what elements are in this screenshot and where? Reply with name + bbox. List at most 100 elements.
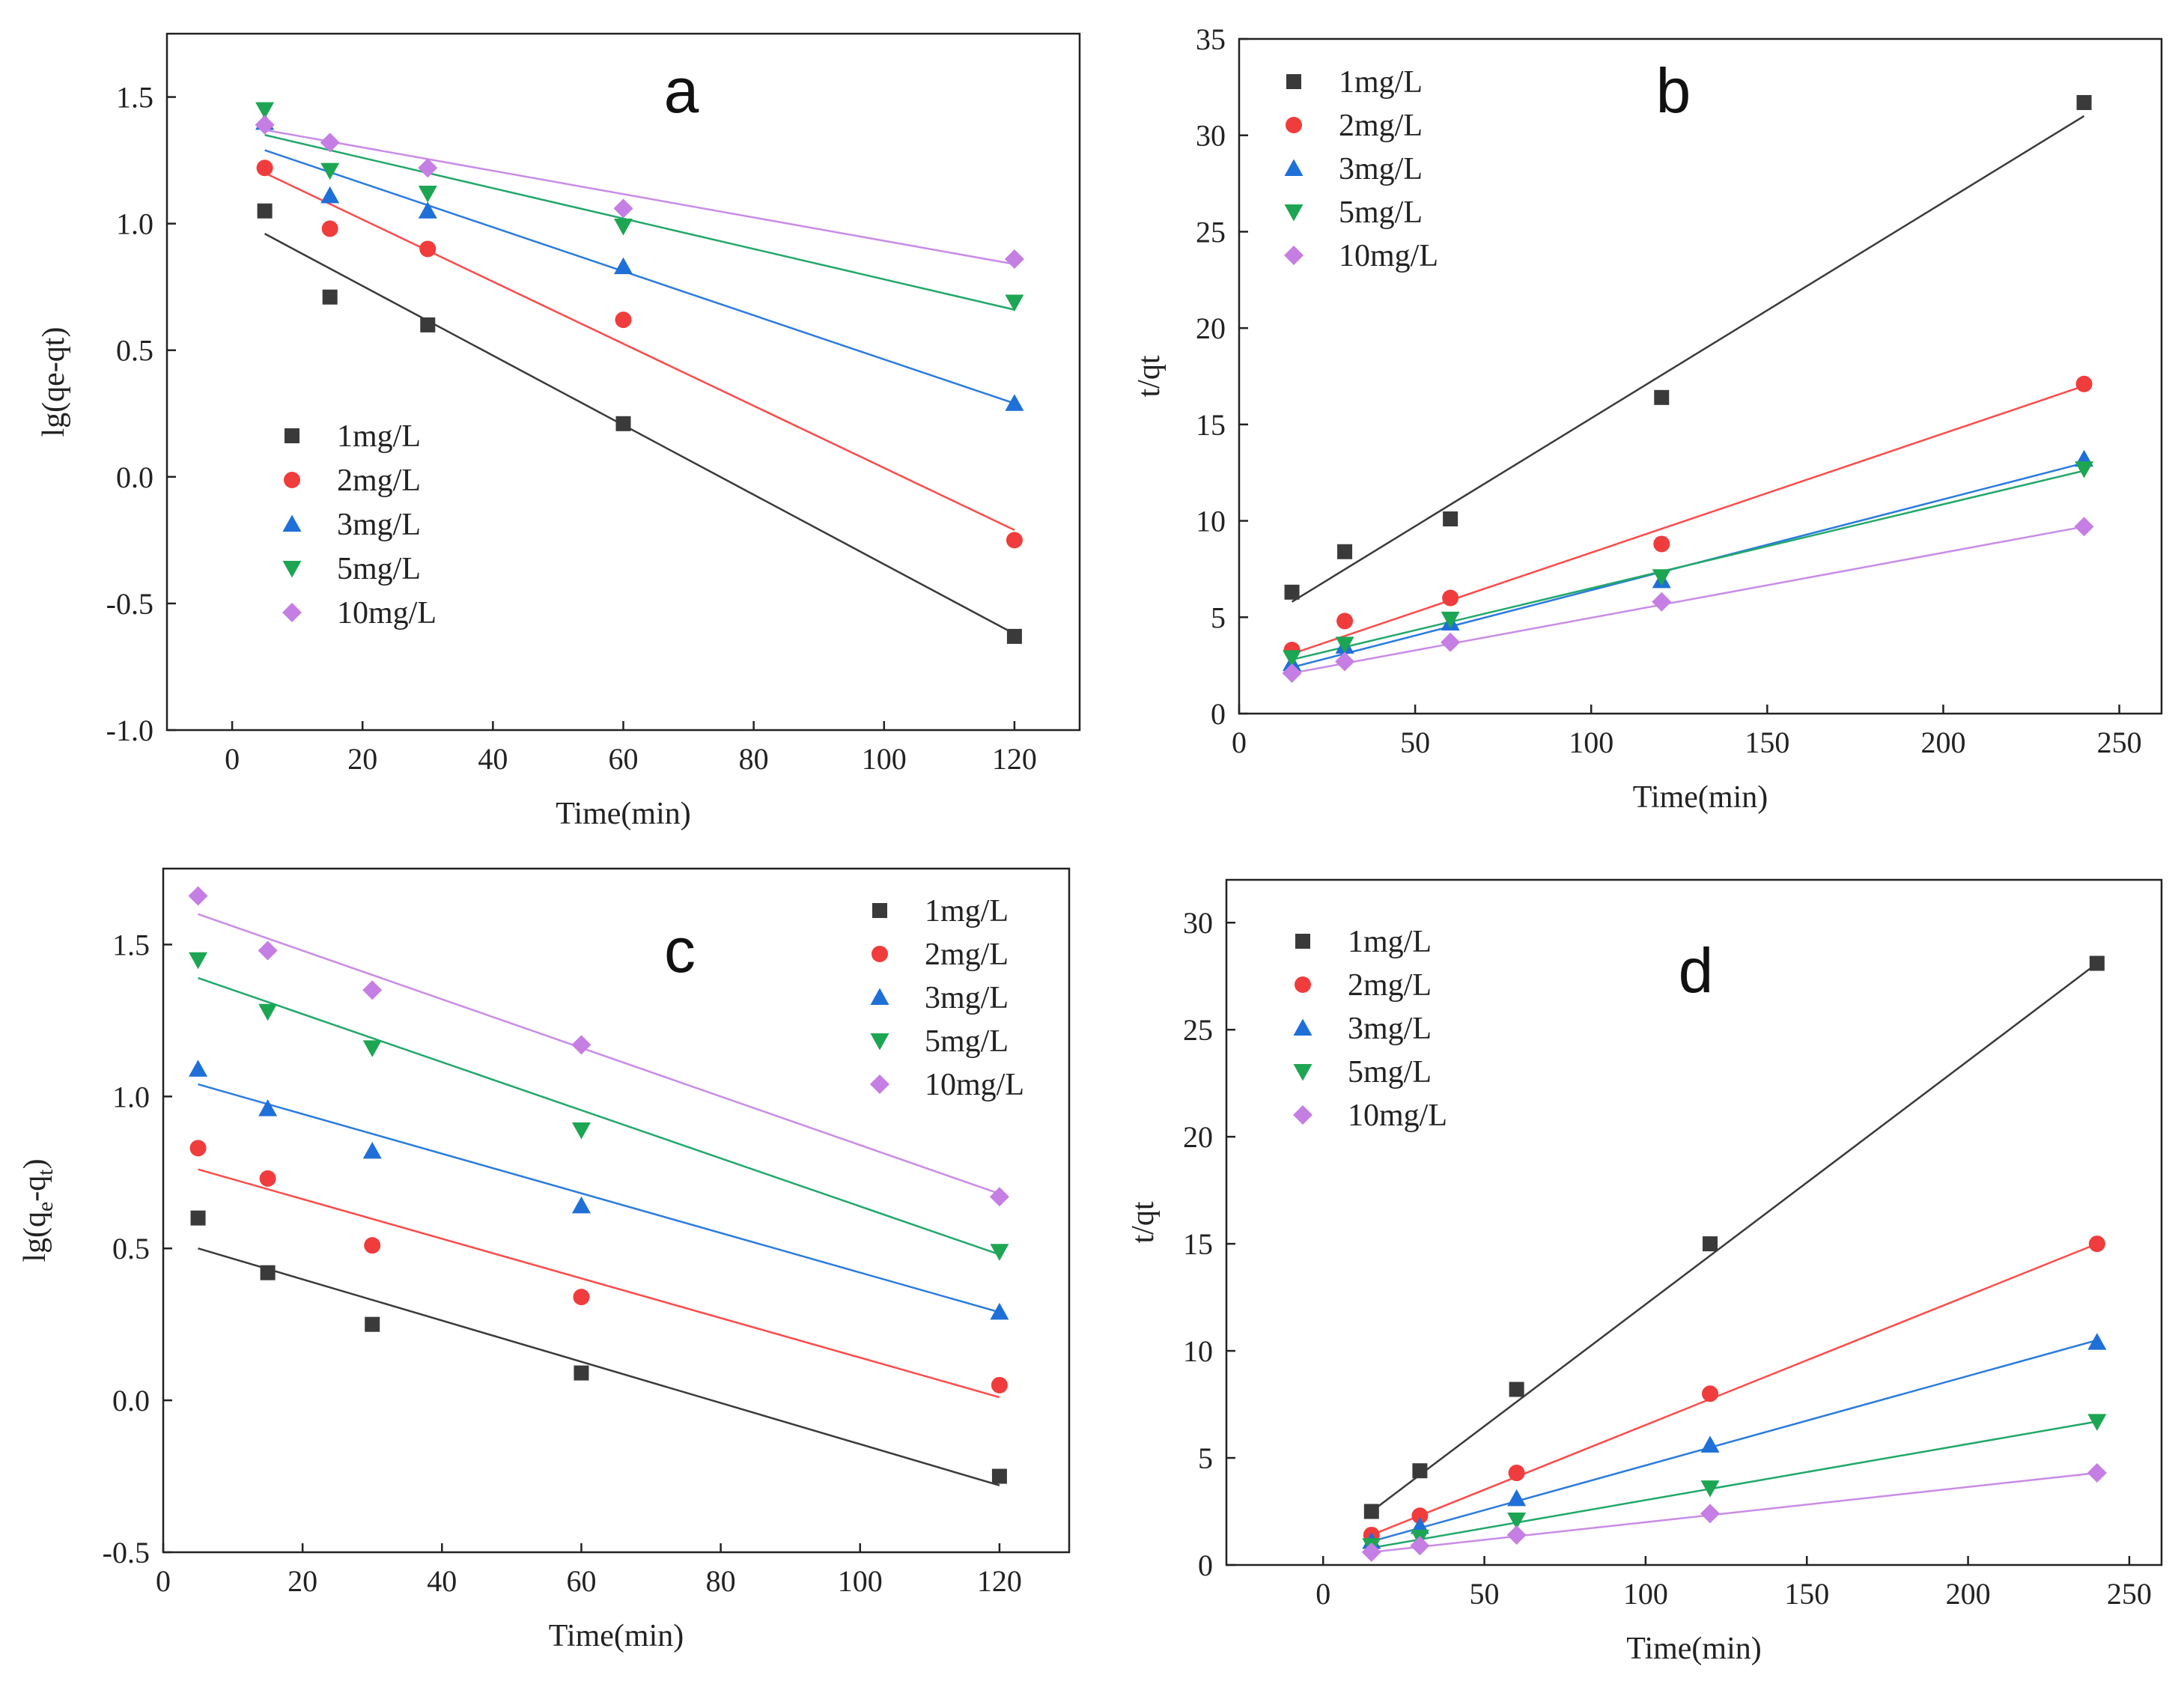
x-tick-label: 50 <box>1400 726 1430 759</box>
fit-line <box>198 1168 1000 1399</box>
data-point <box>189 1140 207 1157</box>
panel-d: 0 50 100 150 200 250 0 5 10 15 20 25 30 Time(min) t/qt… <box>1126 878 2163 1666</box>
y-tick-label: 35 <box>1196 22 1226 56</box>
legend-marker <box>1293 1064 1312 1081</box>
data-point <box>1283 650 1302 667</box>
x-tick-label: 100 <box>862 742 907 776</box>
fit-line <box>264 134 1015 311</box>
legend-label: 10mg/L <box>925 1068 1024 1102</box>
x-tick-label: 40 <box>427 1564 457 1598</box>
panel-letter: a <box>664 55 699 126</box>
data-point <box>1006 628 1022 644</box>
y-axis-title: t/qt <box>1132 355 1166 397</box>
legend-label: 5mg/L <box>925 1024 1009 1059</box>
y-tick-label: -0.5 <box>103 1536 150 1569</box>
panel-letter: c <box>664 915 696 985</box>
y-tick-label: 10 <box>1196 505 1226 538</box>
y-tick-label: 0.0 <box>112 1384 150 1417</box>
data-point <box>2087 1414 2107 1431</box>
data-point <box>573 1289 590 1306</box>
fit-line <box>198 1083 1000 1313</box>
fit-line <box>264 149 1015 404</box>
fit-line <box>198 913 1000 1195</box>
legend-marker <box>282 561 302 578</box>
data-point <box>1702 1385 1719 1402</box>
x-tick-label: 0 <box>156 1564 171 1598</box>
y-tick-label: 5 <box>1211 601 1226 634</box>
y-tick-label: 1.0 <box>112 1080 150 1113</box>
data-point <box>2089 955 2105 971</box>
data-point <box>320 133 340 153</box>
data-point <box>1703 1236 1718 1252</box>
data-point <box>571 1196 591 1214</box>
data-point <box>990 1244 1009 1261</box>
x-tick-label: 100 <box>1569 726 1613 759</box>
data-point <box>1507 1489 1527 1507</box>
y-tick-label: 20 <box>1183 1120 1213 1154</box>
y-tick-label: 20 <box>1196 311 1226 345</box>
x-tick-label: 60 <box>566 1564 596 1598</box>
data-point <box>365 1316 380 1332</box>
data-point <box>1361 1542 1381 1562</box>
legend-marker <box>1284 246 1304 265</box>
data-point <box>991 1468 1007 1484</box>
data-point <box>322 289 338 305</box>
data-point <box>2088 1236 2105 1253</box>
data-point <box>1284 584 1300 600</box>
fit-line <box>264 171 1015 531</box>
legend-label: 1mg/L <box>1339 65 1423 100</box>
legend-marker <box>870 1033 889 1051</box>
data-point <box>1282 663 1302 683</box>
data-point <box>189 952 208 970</box>
panel-letter: d <box>1679 935 1714 1006</box>
fit-line <box>264 233 1015 635</box>
data-point <box>420 317 436 332</box>
legend-label: 5mg/L <box>337 552 421 586</box>
data-point <box>614 219 633 236</box>
data-point <box>418 158 438 178</box>
fit-line <box>1292 469 2084 661</box>
x-tick-label: 150 <box>1745 726 1789 759</box>
data-point <box>1506 1525 1527 1545</box>
x-axis-title: Time(min) <box>1633 780 1768 815</box>
data-point <box>260 1265 276 1280</box>
data-point <box>1410 1536 1430 1556</box>
data-point <box>364 1237 381 1254</box>
legend-marker <box>285 428 299 443</box>
data-point <box>1441 611 1460 629</box>
y-tick-label: 0.5 <box>116 334 153 368</box>
fit-line <box>198 976 1000 1256</box>
data-point <box>1509 1382 1524 1397</box>
data-point <box>1337 544 1353 559</box>
legend-marker <box>1284 204 1304 222</box>
legend-label: 2mg/L <box>1339 109 1423 143</box>
legend-marker <box>870 1075 889 1094</box>
y-tick-label: 30 <box>1196 119 1226 153</box>
data-point <box>1508 1465 1525 1482</box>
y-tick-label: 0.0 <box>116 461 153 494</box>
legend-label: 5mg/L <box>1348 1055 1432 1089</box>
data-point <box>320 186 340 204</box>
data-point <box>2074 517 2094 537</box>
data-point <box>1700 1435 1720 1453</box>
data-point <box>1005 294 1024 311</box>
data-point <box>1442 589 1459 607</box>
legend-label: 10mg/L <box>1339 239 1438 273</box>
y-tick-label: 25 <box>1183 1013 1213 1047</box>
x-axis-title: Time(min) <box>1626 1632 1761 1666</box>
legend-marker <box>282 514 302 532</box>
data-point <box>255 115 275 135</box>
fit-line <box>264 129 1015 265</box>
data-point <box>258 1003 278 1021</box>
data-point <box>258 940 278 961</box>
legend-marker <box>1284 159 1304 176</box>
data-point <box>613 198 633 219</box>
data-point <box>362 1040 382 1057</box>
data-point <box>1411 1507 1429 1525</box>
x-tick-label: 80 <box>706 1564 736 1598</box>
data-point <box>1363 1504 1379 1519</box>
data-point <box>989 1187 1009 1207</box>
fit-line <box>198 1247 1000 1486</box>
x-tick-label: 20 <box>288 1564 317 1598</box>
y-tick-label: -1.0 <box>106 714 153 747</box>
